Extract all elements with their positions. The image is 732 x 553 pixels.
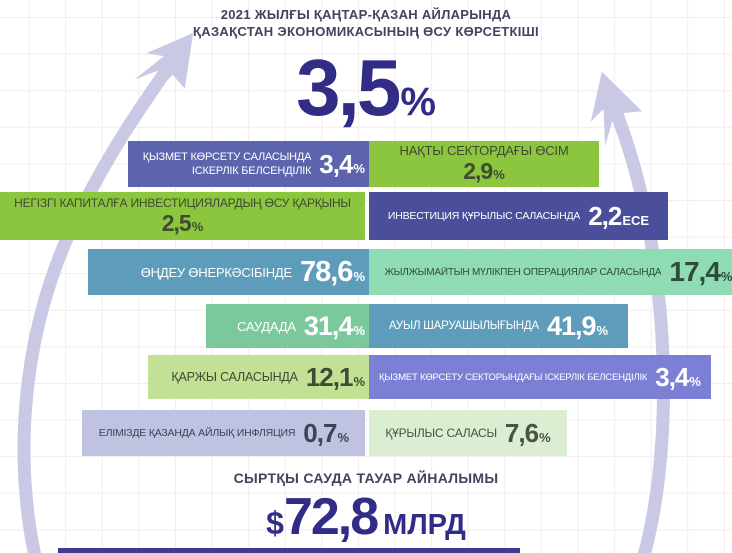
bar-label: НЕГІЗГІ КАПИТАЛҒА ИНВЕСТИЦИЯЛАРДЫҢ ӨСУ Қ…	[14, 195, 351, 210]
bar-label: ҚАРЖЫ САЛАСЫНДА	[171, 370, 298, 384]
bar-value: 3,4	[319, 148, 353, 179]
bar-monthly-inflation: ЕЛІМІЗДЕ ҚАЗАНДА АЙЛЫҚ ИНФЛЯЦИЯ 0,7%	[82, 410, 365, 456]
bar-unit: ЕСЕ	[622, 212, 650, 228]
title-line-1: 2021 ЖЫЛҒЫ ҚАҢТАР-ҚАЗАН АЙЛАРЫНДА	[220, 7, 512, 22]
bar-label: ИНВЕСТИЦИЯ ҚҰРЫЛЫС САЛАСЫНДА	[387, 210, 581, 222]
bar-agriculture: АУЫЛ ШАРУАШЫЛЫҒЫНДА 41,9%	[369, 304, 628, 348]
bar-unit: %	[596, 322, 609, 338]
headline-percent-sign: %	[400, 80, 436, 124]
bottom-cutoff-bar	[58, 548, 520, 553]
bar-label: АУЫЛ ШАРУАШЫЛЫҒЫНДА	[388, 320, 539, 332]
bar-unit: %	[353, 268, 365, 284]
dollar-sign: $	[266, 505, 284, 541]
bar-fixed-capital-investment: НЕГІЗГІ КАПИТАЛҒА ИНВЕСТИЦИЯЛАРДЫҢ ӨСУ Қ…	[0, 192, 365, 240]
bar-unit: %	[720, 269, 732, 284]
growth-arrow-left-head	[134, 32, 194, 97]
headline-growth-value: 3,5%	[0, 42, 732, 134]
bar-label: ҚҰРЫЛЫС САЛАСЫ	[385, 426, 497, 440]
bar-value: 2,9	[463, 158, 493, 184]
bar-value: 17,4	[669, 256, 720, 287]
bar-value: 0,7	[303, 417, 337, 448]
bar-value: 3,4	[655, 361, 689, 392]
bar-unit: %	[539, 429, 551, 445]
bar-unit: %	[353, 373, 365, 389]
bar-manufacturing: ӨҢДЕУ ӨНЕРКӘСІБІНДЕ 78,6%	[88, 249, 375, 295]
growth-arrow-right-head	[590, 71, 643, 147]
bar-label: ЕЛІМІЗДЕ ҚАЗАНДА АЙЛЫҚ ИНФЛЯЦИЯ	[98, 427, 296, 439]
bar-unit: %	[493, 167, 505, 182]
bar-label: ІСКЕРЛІК БЕЛСЕНДІЛІК	[191, 165, 312, 177]
bar-services-business-activity: ҚЫЗМЕТ КӨРСЕТУ САЛАСЫНДА ІСКЕРЛІК БЕЛСЕН…	[128, 141, 375, 187]
bar-label: ҚЫЗМЕТ КӨРСЕТУ САЛАСЫНДА	[142, 151, 312, 163]
bar-label: САУДАДА	[237, 318, 296, 334]
bar-unit: %	[337, 429, 349, 445]
external-trade-value: $72,8 МЛРД	[0, 487, 732, 547]
bar-value: 7,6	[504, 417, 539, 448]
bar-label: ЖЫЛЖЫМАЙТЫН МҮЛІКПЕН ОПЕРАЦИЯЛАР САЛАСЫН…	[384, 266, 662, 278]
bar-finance-sector: ҚАРЖЫ САЛАСЫНДА 12,1%	[148, 355, 375, 399]
bar-unit: %	[689, 373, 701, 389]
bar-label: ӨҢДЕУ ӨНЕРКӘСІБІНДЕ	[140, 264, 292, 280]
bar-construction-sector: ҚҰРЫЛЫС САЛАСЫ 7,6%	[369, 410, 567, 456]
page-title: 2021 ЖЫЛҒЫ ҚАҢТАР-ҚАЗАН АЙЛАРЫНДА ҚАЗАҚС…	[0, 6, 732, 40]
bar-value: 78,6	[299, 255, 353, 288]
bar-construction-investment: ИНВЕСТИЦИЯ ҚҰРЫЛЫС САЛАСЫНДА 2,2 ЕСЕ	[369, 192, 668, 240]
bar-label: ҚЫЗМЕТ КӨРСЕТУ СЕКТОРЫНДАҒЫ ІСКЕРЛІК БЕЛ…	[379, 371, 648, 383]
growth-arrow-left-body	[17, 64, 174, 553]
bar-real-estate-operations: ЖЫЛЖЫМАЙТЫН МҮЛІКПЕН ОПЕРАЦИЯЛАР САЛАСЫН…	[369, 249, 732, 295]
external-trade-label: СЫРТҚЫ САУДА ТАУАР АЙНАЛЫМЫ	[233, 470, 499, 486]
bar-unit: %	[191, 218, 204, 234]
trade-amount: 72,8	[283, 488, 379, 546]
bar-real-sector-growth: НАҚТЫ СЕКТОРДАҒЫ ӨСІМ 2,9%	[369, 141, 599, 187]
bar-value: 2,5	[161, 209, 192, 236]
bar-value: 31,4	[303, 310, 354, 341]
bar-unit: %	[353, 160, 365, 176]
bar-services-sector-business-activity: ҚЫЗМЕТ КӨРСЕТУ СЕКТОРЫНДАҒЫ ІСКЕРЛІК БЕЛ…	[369, 355, 711, 399]
bar-value: 41,9	[546, 310, 597, 341]
headline-number: 3,5	[296, 43, 401, 132]
trade-unit: МЛРД	[383, 509, 466, 541]
bar-value: 2,2	[588, 200, 622, 231]
title-line-2: ҚАЗАҚСТАН ЭКОНОМИКАСЫНЫҢ ӨСУ КӨРСЕТКІШІ	[193, 24, 539, 39]
bar-value: 12,1	[305, 361, 354, 392]
bar-unit: %	[353, 322, 365, 338]
bar-label: НАҚТЫ СЕКТОРДАҒЫ ӨСІМ	[399, 143, 569, 158]
bar-trade: САУДАДА 31,4%	[206, 304, 375, 348]
